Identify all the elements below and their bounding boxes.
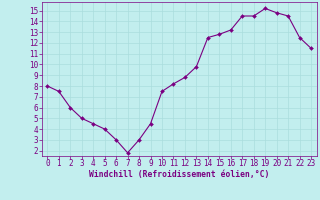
X-axis label: Windchill (Refroidissement éolien,°C): Windchill (Refroidissement éolien,°C) xyxy=(89,170,269,179)
